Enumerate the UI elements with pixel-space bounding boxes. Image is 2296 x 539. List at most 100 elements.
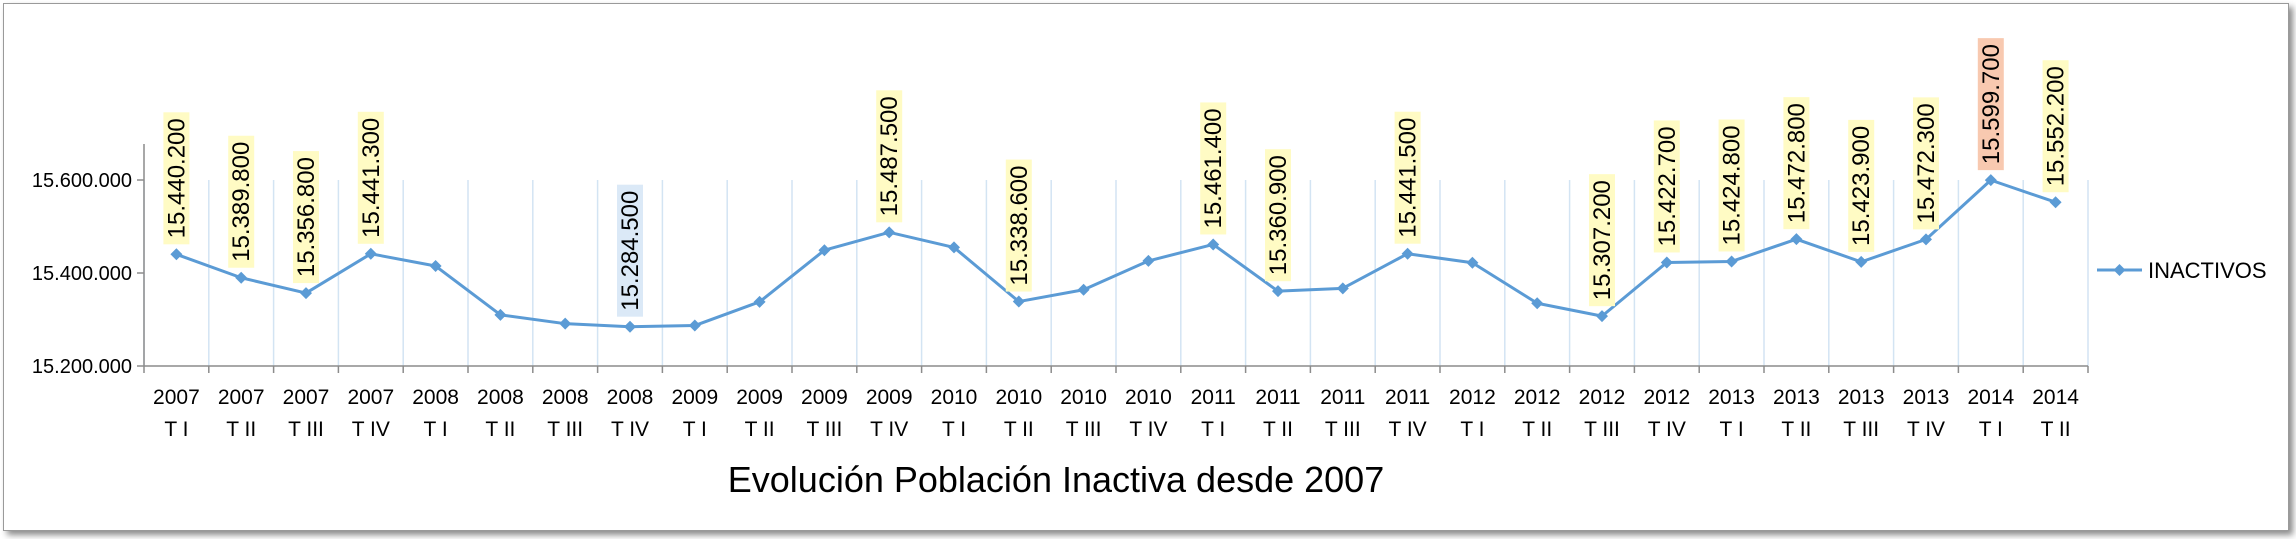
data-label-highlight	[1653, 120, 1680, 253]
x-tick-label-quarter: T I	[1201, 418, 1225, 441]
x-tick-label-quarter: T I	[424, 418, 448, 441]
data-point	[1077, 283, 1090, 296]
data-label-highlight	[293, 151, 319, 284]
x-tick-label-year: 2012	[1643, 386, 1690, 409]
x-tick-label-quarter: T III	[547, 418, 583, 441]
data-point	[1790, 233, 1803, 246]
x-tick-label-year: 2008	[542, 386, 589, 409]
data-label: 15.461.400	[1200, 102, 1227, 235]
data-label-text: 15.552.200	[2043, 66, 2070, 186]
x-tick-label-year: 2008	[412, 386, 459, 409]
data-point	[1401, 247, 1414, 260]
data-point	[1660, 256, 1673, 269]
x-tick-label-quarter: T III	[1325, 418, 1361, 441]
x-tick-label-year: 2010	[1125, 386, 1172, 409]
x-tick-label-quarter: T II	[1004, 418, 1034, 441]
y-tick-label: 15.200.000	[32, 356, 132, 378]
x-tick-label-year: 2014	[1967, 386, 2014, 409]
x-tick-label-year: 2009	[801, 386, 848, 409]
data-point	[1272, 285, 1284, 298]
data-label: 15.389.800	[228, 135, 255, 268]
x-tick-label-year: 2010	[995, 386, 1042, 409]
data-point	[1855, 255, 1868, 268]
data-label: 15.441.500	[1394, 111, 1422, 244]
data-label: 15.360.900	[1265, 149, 1292, 282]
x-tick-label-year: 2012	[1449, 386, 1496, 409]
x-tick-label-year: 2014	[2032, 386, 2079, 409]
x-tick-label-year: 2009	[671, 386, 718, 409]
data-label-highlight	[1200, 102, 1227, 235]
x-tick-label-quarter: T IV	[1129, 418, 1167, 441]
data-label: 15.441.300	[357, 111, 385, 244]
data-label-text: 15.461.400	[1200, 108, 1227, 228]
data-label-text: 15.441.300	[358, 118, 385, 238]
x-tick-label-year: 2007	[283, 386, 330, 409]
data-label-highlight	[1783, 97, 1810, 230]
x-tick-label-quarter: T III	[807, 418, 843, 441]
x-tick-label-year: 2013	[1838, 386, 1885, 409]
data-point	[1466, 256, 1479, 269]
data-point	[624, 320, 636, 333]
data-label: 15.284.500	[617, 184, 644, 317]
data-label-text: 15.441.500	[1395, 118, 1422, 238]
y-tick-label: 15.600.000	[32, 170, 132, 192]
gridlines	[137, 179, 2089, 373]
x-tick-label-quarter: T III	[1584, 418, 1620, 441]
data-point	[1336, 282, 1349, 295]
x-tick-label-quarter: T I	[942, 418, 966, 441]
data-label-text: 15.423.900	[1848, 126, 1875, 246]
x-tick-label-quarter: T II	[1781, 418, 1811, 441]
data-label-text: 15.284.500	[617, 191, 644, 311]
data-point	[235, 271, 248, 284]
data-point	[2049, 196, 2062, 209]
y-tick-labels: 15.200.000 15.400.000 15.600.000	[32, 170, 132, 378]
data-label-highlight	[1718, 119, 1745, 252]
x-tick-label-year: 2007	[153, 386, 200, 409]
data-label: 15.599.700	[1977, 38, 2005, 171]
data-label-text: 15.360.900	[1265, 155, 1292, 275]
x-tick-label-year: 2013	[1708, 386, 1755, 409]
series-inactivos	[170, 174, 2062, 333]
data-point	[1984, 174, 1997, 187]
x-tick-label-year: 2009	[866, 386, 913, 409]
x-tick-label-quarter: T II	[1263, 418, 1293, 441]
data-label-text: 15.424.800	[1719, 125, 1746, 245]
data-point	[300, 287, 312, 300]
data-label-highlight	[1265, 149, 1291, 282]
data-label: 15.422.700	[1653, 120, 1681, 253]
data-label-highlight	[228, 135, 255, 268]
data-label-highlight	[1394, 111, 1421, 244]
data-label-text: 15.389.800	[228, 142, 255, 262]
x-tick-label-quarter: T IV	[352, 418, 390, 441]
x-tick-label-year: 2007	[347, 386, 394, 409]
data-label-highlight	[163, 112, 190, 245]
data-point	[1142, 254, 1155, 267]
data-label: 15.472.800	[1783, 97, 1810, 230]
data-point	[559, 317, 572, 330]
data-point	[753, 295, 766, 308]
x-tick-label-quarter: T II	[485, 418, 515, 441]
data-labels: 15.440.200 15.389.800 15.356.800 15.441.300…	[163, 38, 2070, 317]
data-label-highlight	[876, 90, 903, 223]
x-tick-label-year: 2011	[1191, 386, 1236, 409]
chart-frame: 15.200.000 15.400.000 15.600.000 2007 T I 20…	[3, 3, 2289, 531]
data-label-highlight	[1913, 97, 1939, 230]
x-tick-label-quarter: T I	[1720, 418, 1744, 441]
data-point	[1596, 310, 1608, 323]
x-tick-label-year: 2012	[1579, 386, 1626, 409]
x-tick-label-year: 2008	[477, 386, 524, 409]
data-label-text: 15.338.600	[1006, 165, 1033, 285]
x-tick-label-quarter: T IV	[1648, 418, 1686, 441]
data-label-text: 15.487.500	[876, 96, 903, 216]
y-tick-label: 15.400.000	[32, 263, 132, 285]
data-point	[1725, 255, 1738, 268]
x-tick-label-quarter: T I	[1979, 418, 2003, 441]
data-label-highlight	[1848, 119, 1875, 252]
data-label: 15.423.900	[1848, 119, 1875, 252]
data-label-highlight	[1589, 174, 1615, 307]
x-tick-label-quarter: T II	[745, 418, 775, 441]
data-label-text: 15.307.200	[1589, 180, 1616, 300]
x-tick-label-year: 2013	[1773, 386, 1820, 409]
x-tick-label-quarter: T III	[288, 418, 324, 441]
data-label: 15.440.200	[163, 112, 190, 245]
